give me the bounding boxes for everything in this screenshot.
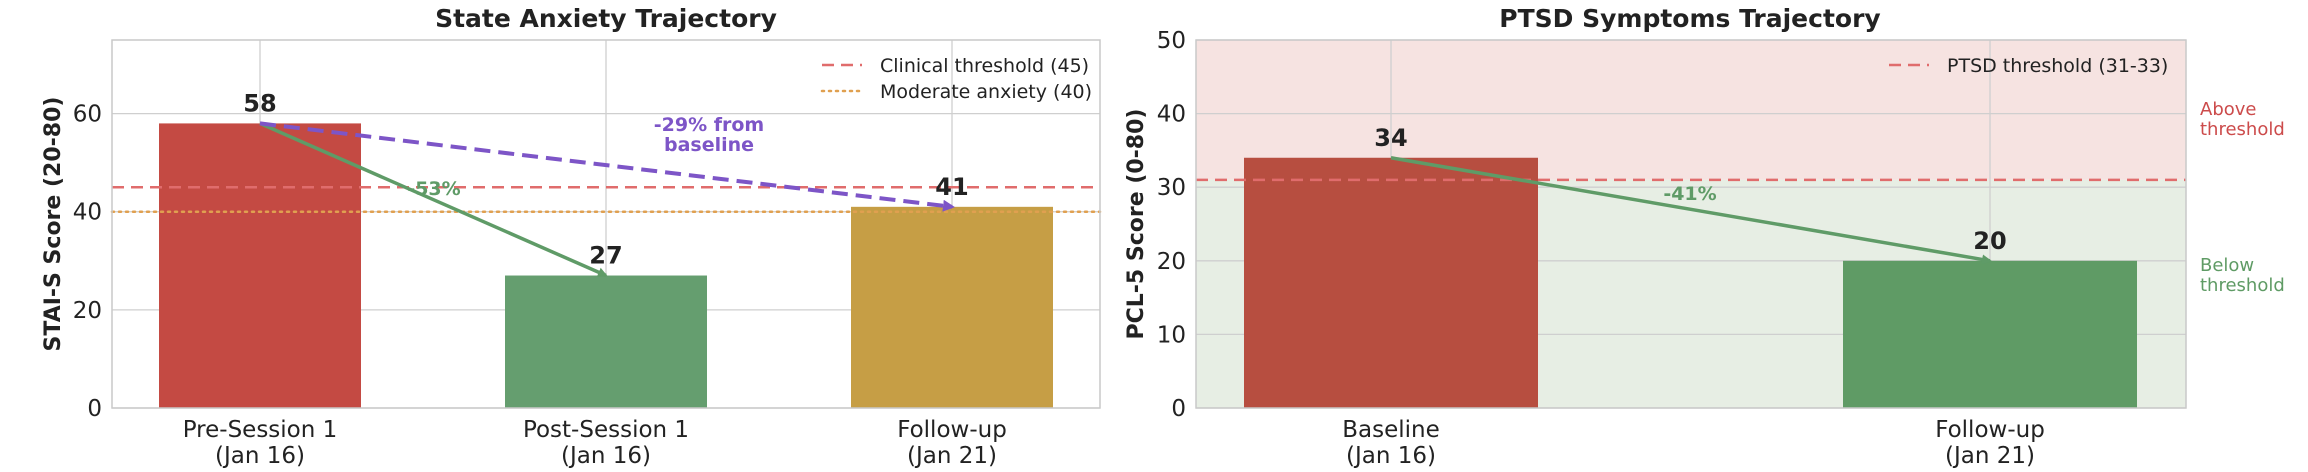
change-annotation: -41% <box>1663 183 1716 205</box>
legend-label: Moderate anxiety (40) <box>880 81 1092 103</box>
bar <box>159 123 361 408</box>
y-tick-label: 50 <box>1157 28 1186 54</box>
state-anxiety-chart: -53% -29% from baseline 58 27 41 0 20 40 60 Pre-Se… <box>41 4 1102 469</box>
plot-frame <box>111 39 1101 409</box>
change-arrow <box>259 121 955 212</box>
region-label: Below threshold <box>2200 255 2285 296</box>
y-tick-label: 0 <box>87 396 102 422</box>
change-annotation: -29% from baseline <box>654 114 764 156</box>
plot-frame <box>1195 39 2187 409</box>
bar <box>1843 260 2137 408</box>
bar <box>1244 157 1538 408</box>
legend-label: Clinical threshold (45) <box>880 55 1089 77</box>
y-tick-label: 20 <box>1157 249 1186 275</box>
y-tick-label: 30 <box>1157 175 1186 201</box>
y-tick-label: 20 <box>73 298 102 324</box>
change-annotation: -53% <box>407 178 460 200</box>
y-tick-label: 0 <box>1171 396 1186 422</box>
x-tick-label: Pre-Session 1 (Jan 16) <box>183 417 338 469</box>
value-label: 20 <box>1973 227 2006 255</box>
x-tick-label: Post-Session 1 (Jan 16) <box>523 417 689 469</box>
bar <box>851 206 1053 408</box>
legend-label: PTSD threshold (31-33) <box>1947 55 2168 77</box>
y-axis-label: STAI-S Score (20-80) <box>41 97 66 352</box>
x-tick-label: Follow-up (Jan 21) <box>897 417 1007 469</box>
y-tick-label: 40 <box>73 200 102 226</box>
region-label: Above threshold <box>2200 99 2285 140</box>
ptsd-symptoms-chart: -41% 34 20 0 10 20 30 40 50 Baseline (Jan 16) Follo… <box>1124 4 2285 469</box>
x-tick-label: Baseline (Jan 16) <box>1342 417 1440 469</box>
change-arrow <box>259 121 608 278</box>
change-arrow <box>1390 156 1992 265</box>
chart-title: PTSD Symptoms Trajectory <box>1499 4 1880 33</box>
value-label: 41 <box>935 173 968 201</box>
chart-title: State Anxiety Trajectory <box>435 4 777 33</box>
x-tick-label: Follow-up (Jan 21) <box>1935 417 2045 469</box>
y-tick-label: 10 <box>1157 322 1186 348</box>
bar <box>505 275 707 408</box>
y-tick-label: 60 <box>73 102 102 128</box>
value-label: 34 <box>1374 124 1407 152</box>
value-label: 27 <box>589 242 622 270</box>
y-axis-label: PCL-5 Score (0-80) <box>1124 109 1149 340</box>
threshold-region <box>1196 40 2186 180</box>
y-tick-label: 40 <box>1157 102 1186 128</box>
value-label: 58 <box>243 89 276 117</box>
